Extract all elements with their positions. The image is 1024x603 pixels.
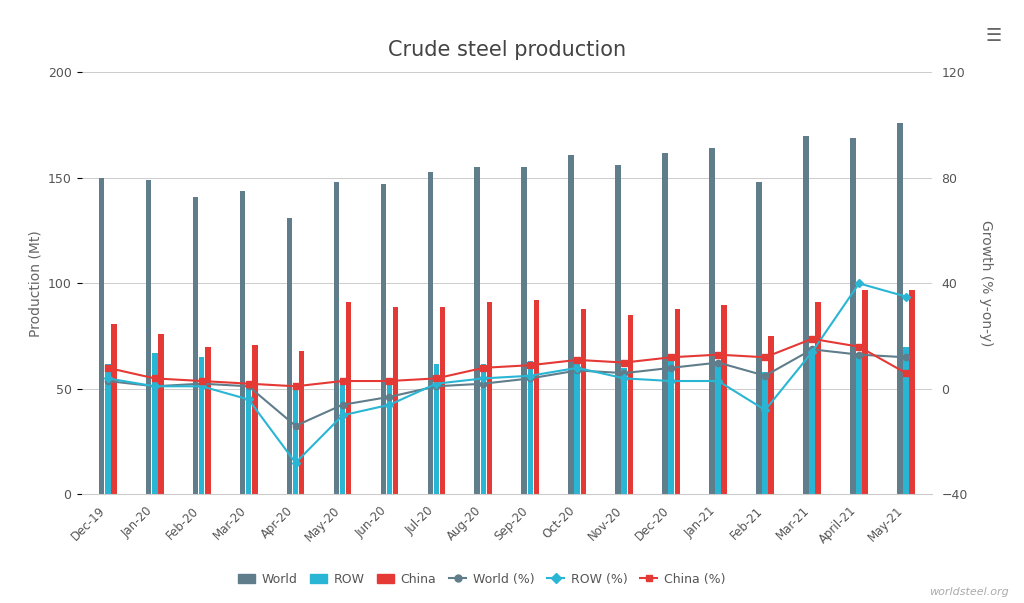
Text: worldsteel.org: worldsteel.org: [929, 587, 1009, 597]
Bar: [716, 361, 721, 494]
Bar: [756, 182, 762, 494]
Bar: [381, 184, 386, 494]
Bar: [246, 385, 252, 494]
Text: ☰: ☰: [985, 27, 1001, 45]
Bar: [675, 309, 680, 494]
Bar: [574, 357, 581, 494]
Bar: [486, 302, 493, 494]
Bar: [663, 153, 668, 494]
Bar: [193, 197, 199, 494]
Bar: [897, 123, 903, 494]
Bar: [568, 154, 574, 494]
Bar: [334, 182, 339, 494]
Bar: [158, 334, 164, 494]
Bar: [152, 353, 158, 494]
Bar: [205, 347, 211, 494]
Bar: [439, 306, 445, 494]
Bar: [387, 379, 392, 494]
Bar: [710, 148, 715, 494]
Bar: [527, 361, 534, 494]
Legend: World, ROW, China, World (%), ROW (%), China (%): World, ROW, China, World (%), ROW (%), C…: [232, 567, 730, 591]
Bar: [340, 379, 345, 494]
Bar: [433, 364, 439, 494]
Bar: [252, 344, 258, 494]
Bar: [534, 300, 540, 494]
Y-axis label: Production (Mt): Production (Mt): [28, 230, 42, 337]
Bar: [428, 171, 433, 494]
Bar: [199, 357, 205, 494]
Y-axis label: Growth (% y-on-y): Growth (% y-on-y): [979, 220, 993, 347]
Bar: [145, 180, 152, 494]
Bar: [293, 389, 298, 494]
Bar: [850, 137, 856, 494]
Bar: [111, 323, 117, 494]
Bar: [762, 372, 768, 494]
Bar: [99, 178, 104, 494]
Bar: [474, 167, 480, 494]
Bar: [669, 361, 674, 494]
Bar: [768, 336, 774, 494]
Bar: [299, 351, 304, 494]
Bar: [521, 167, 527, 494]
Bar: [346, 302, 351, 494]
Bar: [803, 136, 809, 494]
Bar: [240, 191, 246, 494]
Bar: [909, 289, 914, 494]
Bar: [862, 289, 868, 494]
Bar: [856, 353, 862, 494]
Bar: [615, 165, 621, 494]
Bar: [903, 347, 909, 494]
Bar: [393, 306, 398, 494]
Bar: [722, 305, 727, 494]
Bar: [287, 218, 292, 494]
Bar: [628, 315, 633, 494]
Bar: [815, 302, 821, 494]
Bar: [581, 309, 586, 494]
Bar: [480, 364, 486, 494]
Bar: [622, 368, 627, 494]
Bar: [104, 364, 111, 494]
Title: Crude steel production: Crude steel production: [388, 40, 626, 60]
Bar: [809, 355, 815, 494]
